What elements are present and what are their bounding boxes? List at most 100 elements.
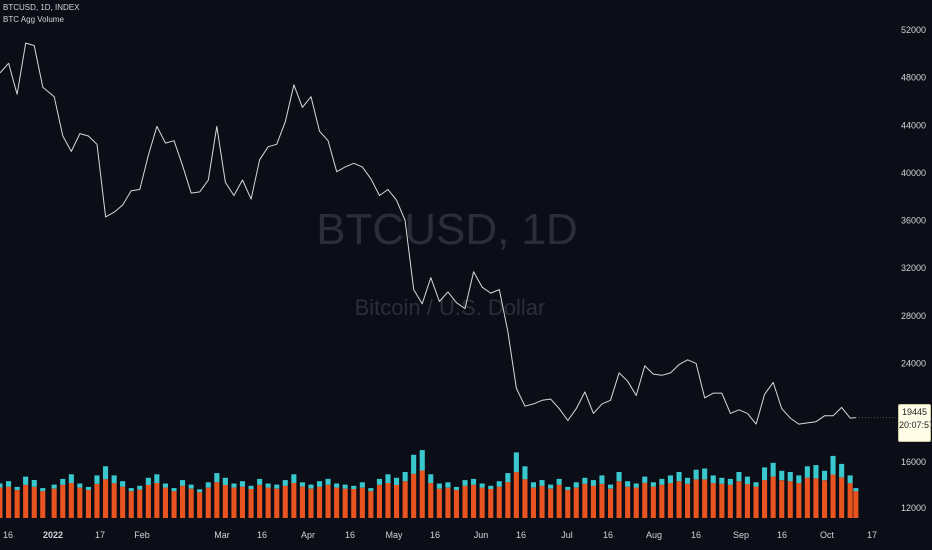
volume-bar-up	[753, 482, 759, 487]
volume-bar-up	[513, 452, 519, 473]
volume-bar-up	[248, 485, 254, 489]
volume-bar-up	[162, 483, 168, 488]
x-tick-label: 16	[345, 530, 355, 540]
x-tick-label: 16	[777, 530, 787, 540]
volume-bar-up	[23, 476, 29, 485]
volume-bar-up	[804, 466, 810, 478]
volume-bar-up	[744, 476, 750, 485]
y-tick-label: 48000	[901, 73, 926, 83]
volume-bar-up	[6, 481, 12, 487]
volume-bar-down	[385, 483, 391, 518]
volume-bar-down	[14, 490, 20, 518]
volume-bar-up	[659, 478, 665, 485]
volume-bar-up	[453, 486, 459, 490]
volume-bar-up	[436, 483, 442, 489]
volume-bar-down	[736, 481, 742, 518]
volume-bar-up	[14, 486, 20, 490]
volume-bar-down	[334, 487, 340, 518]
volume-bar-down	[488, 489, 494, 518]
volume-bar-down	[376, 484, 382, 518]
volume-bar-up	[428, 474, 434, 483]
x-tick-label: Jun	[474, 530, 489, 540]
volume-bar-down	[222, 485, 228, 518]
volume-bar-down	[188, 488, 194, 518]
volume-bar-up	[693, 469, 699, 480]
volume-bar-down	[31, 486, 37, 518]
volume-bar-up	[111, 475, 117, 484]
last-price-label: 19445 20:07:57	[898, 404, 932, 442]
volume-bar-down	[847, 483, 853, 518]
volume-bar-down	[762, 480, 768, 519]
volume-bar-down	[23, 484, 29, 518]
volume-bar-down	[402, 481, 408, 518]
volume-bar-up	[68, 474, 74, 483]
volume-bar-up	[180, 480, 186, 486]
y-tick-label: 24000	[901, 358, 926, 368]
volume-bar-down	[411, 473, 417, 518]
volume-bar-up	[685, 477, 691, 484]
volume-bar-down	[702, 479, 708, 518]
volume-bar-up	[103, 466, 109, 480]
volume-tick-label: 16000	[901, 457, 926, 467]
time-axis[interactable]: 16 2022 17 Feb Mar 16 Apr 16 May 16 Jun 16 Jul 16 Aug 1…	[3, 530, 877, 540]
x-tick-label: 16	[691, 530, 701, 540]
y-tick-label: 28000	[901, 311, 926, 321]
volume-bar-down	[573, 487, 579, 518]
volume-bar-up	[31, 480, 37, 487]
volume-bar-up	[120, 481, 126, 487]
volume-bar-up	[85, 486, 91, 490]
volume-bar-up	[394, 477, 400, 485]
volume-bar-up	[676, 472, 682, 482]
volume-bar-up	[291, 474, 297, 483]
volume-bar-down	[727, 484, 733, 518]
volume-bar-down	[239, 486, 245, 518]
volume-bar-down	[128, 491, 134, 518]
volume-bar-up	[60, 478, 66, 485]
volume-bar-up	[274, 484, 280, 489]
volume-bar-down	[342, 488, 348, 518]
volume-bar-down	[231, 487, 237, 518]
volume-bar-down	[804, 477, 810, 518]
volume-bar-down	[274, 488, 280, 518]
volume-bar-up	[642, 476, 648, 483]
volume-bar-up	[299, 482, 305, 487]
x-tick-label: 16	[3, 530, 13, 540]
volume-bar-down	[813, 478, 819, 518]
volume-bar-up	[214, 473, 220, 483]
volume-bar-up	[231, 483, 237, 488]
x-tick-label: Mar	[214, 530, 230, 540]
volume-bar-down	[471, 484, 477, 518]
volume-bar-down	[650, 486, 656, 518]
volume-bar-up	[368, 488, 374, 492]
volume-bar-up	[822, 470, 828, 481]
volume-bar-up	[385, 474, 391, 483]
volume-bar-down	[6, 486, 12, 518]
volume-bar-down	[248, 489, 254, 518]
volume-bar-down	[505, 482, 511, 518]
volume-bar-down	[479, 487, 485, 518]
volume-bar-down	[94, 484, 100, 518]
volume-bar-up	[625, 481, 631, 487]
y-tick-label: 36000	[901, 216, 926, 226]
x-tick-label: 17	[95, 530, 105, 540]
volume-bar-up	[565, 486, 571, 490]
volume-bar-down	[351, 489, 357, 518]
indicator-title[interactable]: BTC Agg Volume	[3, 15, 64, 24]
y-tick-label: 44000	[901, 120, 926, 130]
volume-bar-down	[582, 483, 588, 518]
volume-bar-up	[154, 474, 160, 483]
volume-tick-label: 12000	[901, 503, 926, 513]
volume-bar-up	[471, 478, 477, 485]
volume-bar-up	[650, 482, 656, 487]
volume-bar-up	[205, 482, 211, 488]
volume-bar-up	[334, 483, 340, 488]
volume-bar-down	[539, 485, 545, 518]
x-tick-label: Oct	[820, 530, 835, 540]
volume-bar-up	[462, 480, 468, 486]
volume-bar-down	[171, 491, 177, 518]
volume-bar-up	[608, 484, 614, 489]
symbol-title[interactable]: BTCUSD, 1D, INDEX	[3, 3, 80, 12]
volume-bar-up	[359, 482, 365, 488]
volume-bar-up	[188, 484, 194, 489]
